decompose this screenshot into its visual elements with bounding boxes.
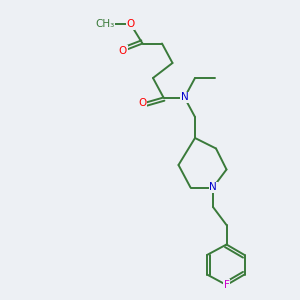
Text: O: O bbox=[126, 19, 135, 29]
Text: O: O bbox=[138, 98, 147, 109]
Text: CH₃: CH₃ bbox=[95, 19, 115, 29]
Text: N: N bbox=[209, 182, 217, 193]
Text: F: F bbox=[224, 280, 230, 290]
Text: N: N bbox=[181, 92, 188, 103]
Text: O: O bbox=[119, 46, 127, 56]
